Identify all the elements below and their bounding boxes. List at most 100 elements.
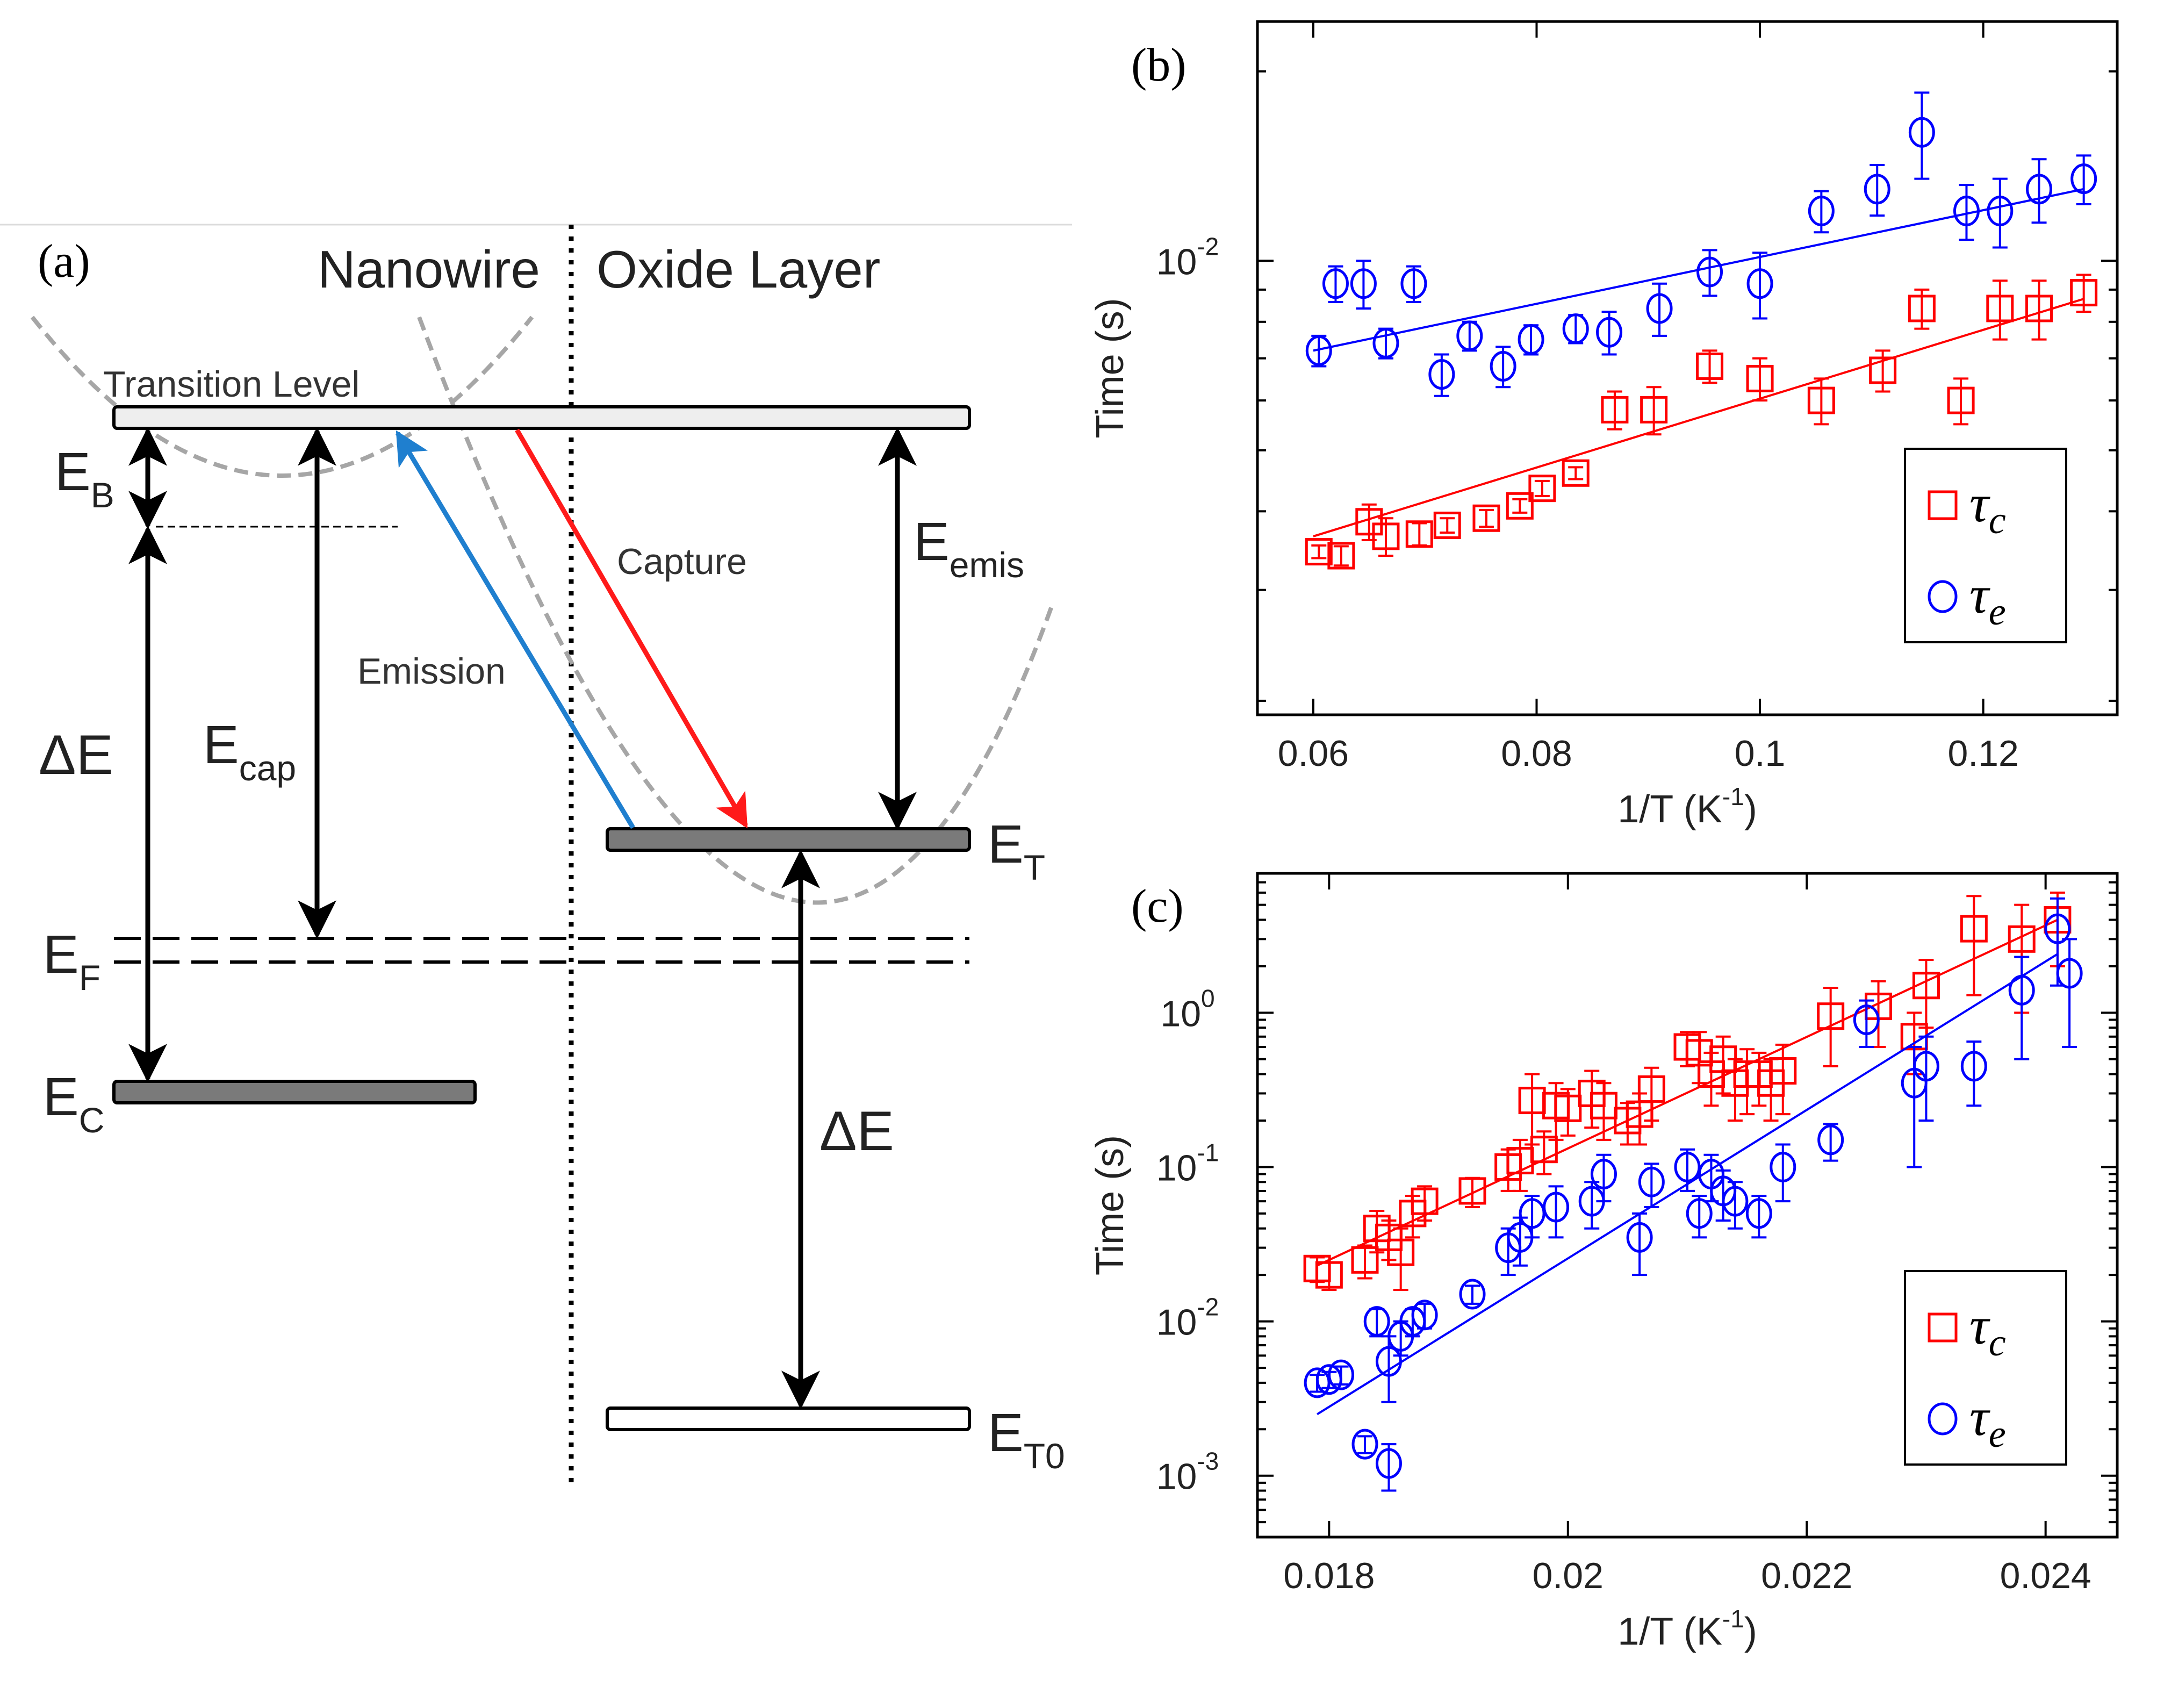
data-point-circle (1322, 268, 1349, 299)
legend: τc τe (1904, 1270, 2067, 1466)
legend-marker-square (1928, 490, 1958, 520)
data-point-square (1912, 972, 1940, 1000)
data-point-circle (1350, 268, 1377, 299)
data-point-square (1528, 475, 1556, 503)
data-point-circle (2008, 974, 2035, 1006)
nanowire-label: Nanowire (318, 240, 540, 299)
data-point-circle (1686, 1198, 1713, 1229)
data-point-circle (1543, 1192, 1570, 1223)
data-point-square (1960, 915, 1988, 943)
data-point-circle (1562, 313, 1589, 345)
data-point-square (1601, 396, 1629, 424)
data-point-square (1554, 1094, 1582, 1122)
et-label: ET (988, 814, 1045, 887)
data-point-square (1372, 522, 1400, 550)
data-point-square (1807, 386, 1835, 414)
panel-a-label: (a) (38, 235, 90, 288)
data-point-square (1355, 508, 1383, 536)
data-point-circle (1456, 320, 1483, 351)
data-point-square (1986, 295, 2014, 322)
data-point-circle (1490, 350, 1516, 382)
data-point-circle (1987, 196, 2014, 227)
data-point-circle (1960, 1051, 1987, 1082)
x-tick-label: 0.02 (1533, 1555, 1604, 1596)
data-point-circle (1746, 268, 1773, 299)
et0-label: ET0 (988, 1403, 1065, 1476)
x-tick-label: 0.06 (1278, 733, 1349, 774)
fit-line (1317, 918, 2058, 1267)
data-point-square (1746, 364, 1774, 392)
capture-label: Capture (617, 541, 747, 582)
x-tick-label: 0.1 (1735, 733, 1786, 774)
x-tick-label: 0.12 (1947, 733, 2018, 774)
data-point-circle (1328, 1359, 1355, 1390)
data-point-circle (1518, 324, 1544, 355)
data-point-circle (1912, 1051, 1939, 1082)
panel-label: (c) (1131, 880, 1184, 932)
data-point-square (1458, 1177, 1486, 1205)
x-tick-label: 0.08 (1501, 733, 1572, 774)
data-point-circle (2026, 174, 2053, 205)
chart-b: (b) 10-2 0.06 0.08 0.1 0.12 1/T (K-1) Time (s) τ… (1089, 20, 2119, 831)
data-point-square (1869, 356, 1897, 384)
series-tau-e (1305, 91, 2097, 397)
emission-arrow (396, 430, 635, 829)
x-axis-label: 1/T (K-1) (1617, 783, 1757, 831)
data-point-circle (1351, 1429, 1378, 1460)
legend-label: τe (1969, 565, 2006, 633)
panel-label: (b) (1131, 39, 1187, 91)
data-point-square (1562, 459, 1590, 487)
data-point-circle (1674, 1151, 1701, 1182)
y-tick-label: 10-1 (1156, 1138, 1219, 1188)
nanowire-parabola (30, 315, 534, 478)
y-axis-label: Time (s) (1089, 298, 1132, 438)
data-point-square (1637, 1075, 1665, 1103)
chart-c: (c) 100 10-1 10-2 10-3 0.018 0.02 0.022 0.024 1/T… (1089, 872, 2119, 1653)
data-point-circle (1428, 359, 1455, 390)
legend-marker-circle (1928, 1402, 1958, 1436)
x-tick-label: 0.018 (1283, 1555, 1375, 1596)
data-point-circle (1853, 1004, 1880, 1035)
transition-level-label: Transition Level (103, 364, 360, 405)
delta-e-oxide-label: ΔE (819, 1100, 894, 1162)
data-point-circle (1519, 1198, 1545, 1229)
legend-marker-circle (1928, 580, 1958, 613)
ec-label: EC (43, 1067, 104, 1140)
y-tick-label: 10-2 (1156, 232, 1219, 282)
axes-box (1256, 872, 2119, 1539)
oxide-parabola (417, 316, 1055, 905)
data-point-square (1696, 352, 1724, 380)
data-point-square (1472, 504, 1500, 532)
y-axis-label: Time (s) (1089, 1135, 1132, 1275)
delta-e-label: ΔE (39, 724, 113, 786)
y-tick-label: 100 (1160, 984, 1214, 1034)
data-point-circle (1646, 293, 1673, 324)
data-point-square (1305, 538, 1333, 566)
data-point-square (1387, 1238, 1415, 1266)
y-tick-label: 10-3 (1156, 1447, 1219, 1497)
energy-diagram: (a) Nanowire Oxide Layer Transition Leve… (0, 224, 1072, 1483)
fit-line (1313, 298, 2084, 537)
data-point-circle (2044, 913, 2071, 944)
data-point-circle (1770, 1151, 1796, 1182)
series-tau-c (1303, 891, 2072, 1291)
axes-box (1256, 20, 2119, 716)
data-point-circle (1696, 256, 1723, 288)
x-tick-label: 0.024 (2000, 1555, 2091, 1596)
oxide-layer-label: Oxide Layer (596, 240, 880, 299)
data-point-square (1327, 542, 1355, 570)
emission-label: Emission (357, 651, 506, 692)
data-point-circle (1375, 1346, 1402, 1377)
x-tick-label: 0.022 (1761, 1555, 1852, 1596)
transition-level-bar (112, 405, 971, 430)
ec-level-bar (112, 1080, 477, 1104)
data-point-circle (1745, 1198, 1772, 1229)
data-point-square (1433, 511, 1461, 539)
data-point-circle (1953, 196, 1980, 227)
legend-label: τc (1969, 473, 2006, 542)
series-tau-e (1304, 897, 2083, 1492)
data-point-circle (1590, 1159, 1617, 1190)
data-point-circle (1596, 317, 1623, 348)
data-point-square (1769, 1057, 1797, 1085)
data-point-circle (2056, 958, 2083, 989)
